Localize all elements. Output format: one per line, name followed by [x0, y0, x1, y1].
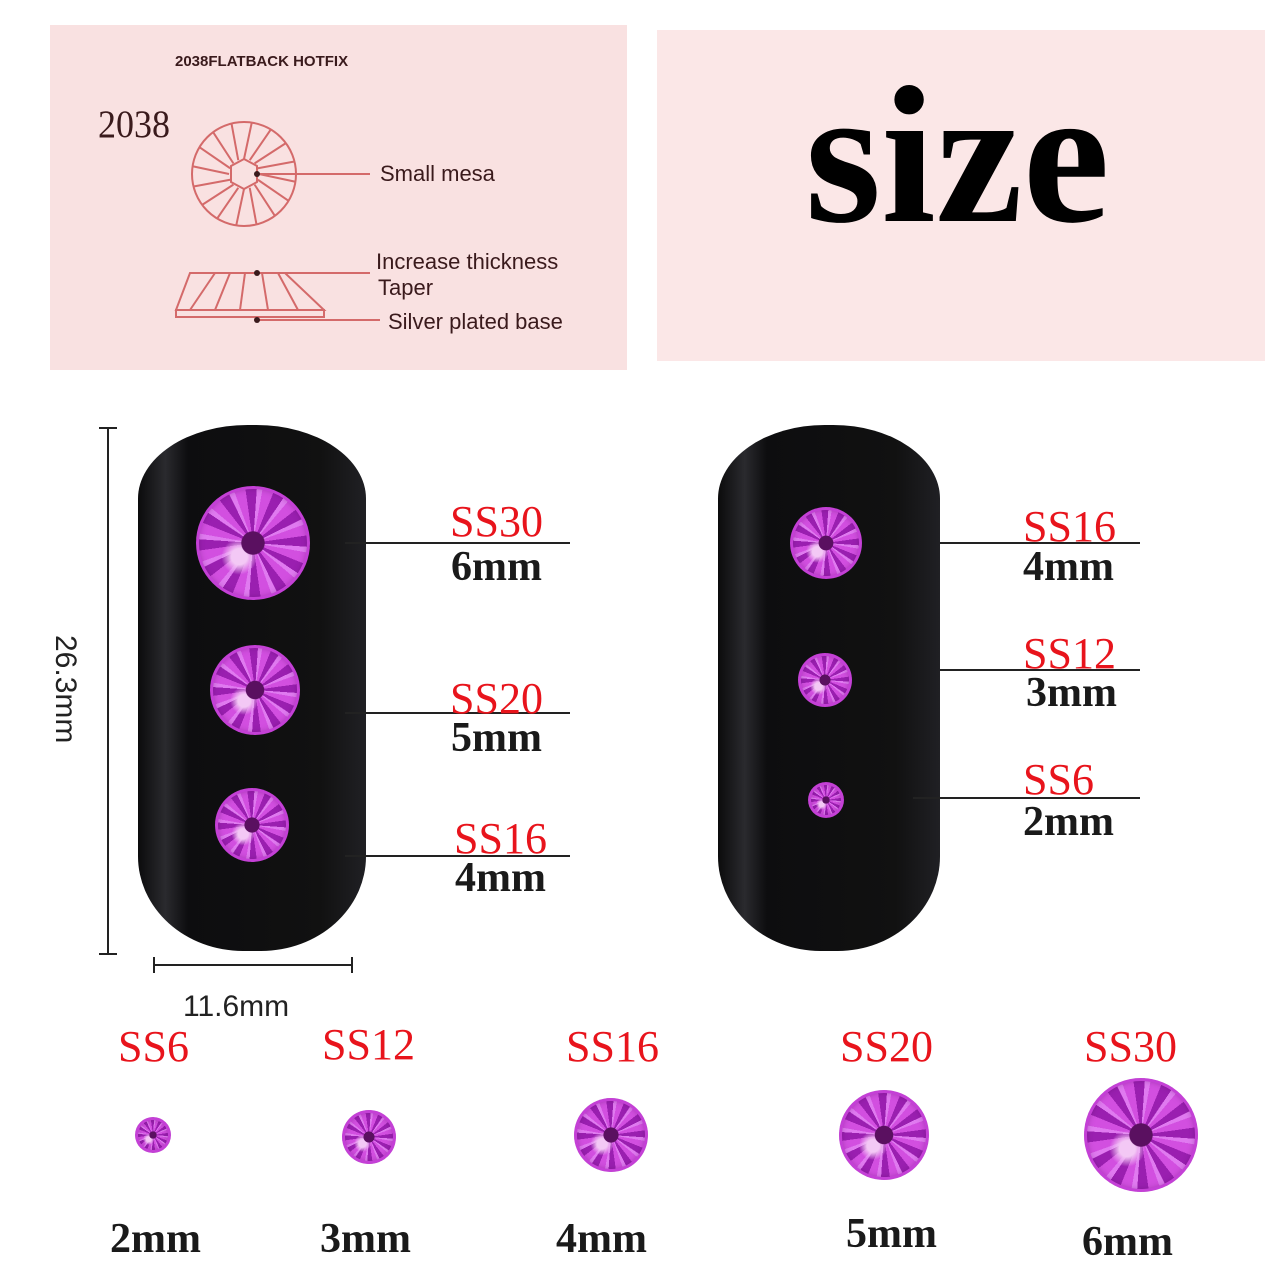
- facet-line: [253, 184, 276, 217]
- row-size-3mm: 3mm: [320, 1216, 411, 1262]
- dimension-tick: [351, 957, 353, 973]
- right-code-1: SS16: [1023, 502, 1116, 551]
- right-code-2: SS12: [1023, 629, 1116, 678]
- structure-diagram-panel: 2038FLATBACK HOTFIX 2038 Small mesa Incr…: [50, 25, 627, 370]
- rhinestone-4mm: [574, 1098, 648, 1172]
- facet-line: [235, 188, 245, 226]
- rhinestone-ss30: [196, 486, 310, 600]
- heading-size: size: [805, 47, 1110, 264]
- label-small-mesa: Small mesa: [380, 161, 495, 186]
- rhinestone-ss20: [210, 645, 300, 735]
- right-size-1: 4mm: [1023, 544, 1114, 590]
- height-dimension-line: [107, 427, 109, 955]
- facet-line: [230, 123, 240, 161]
- facet-line: [258, 173, 296, 183]
- facet-line: [257, 160, 295, 170]
- facet-line: [248, 128, 272, 161]
- leader-line: [940, 669, 1140, 671]
- left-size-2: 5mm: [451, 715, 542, 761]
- row-size-4mm: 4mm: [556, 1216, 647, 1262]
- height-label: 26.3mm: [49, 635, 82, 744]
- leader-line: [345, 855, 570, 857]
- facet-line: [201, 183, 234, 206]
- facet-line: [216, 187, 240, 220]
- model-number: 2038: [98, 102, 170, 146]
- row-code-ss30: SS30: [1084, 1022, 1177, 1071]
- left-code-1: SS30: [450, 497, 543, 546]
- dimension-tick: [99, 953, 117, 955]
- right-size-3: 2mm: [1023, 799, 1114, 845]
- rhinestone-ss16: [215, 788, 289, 862]
- dimension-tick: [99, 427, 117, 429]
- leader-line: [940, 542, 1140, 544]
- label-silver-plated-base: Silver plated base: [388, 309, 563, 334]
- facet-line: [193, 178, 231, 188]
- facet-line: [248, 187, 258, 225]
- row-code-ss12: SS12: [322, 1020, 415, 1069]
- heading-panel: size: [657, 30, 1265, 361]
- left-code-2: SS20: [450, 674, 543, 723]
- rhinestone-3mm: [342, 1110, 396, 1164]
- left-size-1: 6mm: [451, 544, 542, 590]
- rhinestone-6mm: [1084, 1078, 1198, 1192]
- row-size-5mm: 5mm: [846, 1211, 937, 1257]
- row-code-ss6: SS6: [118, 1022, 189, 1071]
- width-label: 11.6mm: [183, 990, 290, 1023]
- row-size-2mm: 2mm: [110, 1216, 201, 1262]
- rhinestone-ss16: [790, 507, 862, 579]
- left-code-3: SS16: [454, 814, 547, 863]
- row-code-ss16: SS16: [566, 1022, 659, 1071]
- rhinestone-2mm: [135, 1117, 171, 1153]
- dimension-tick: [153, 957, 155, 973]
- left-size-3: 4mm: [455, 855, 546, 901]
- facet-line: [254, 142, 287, 165]
- diagram-subtitle: 2038FLATBACK HOTFIX: [175, 53, 349, 70]
- rhinestone-diagram: [174, 121, 380, 323]
- rhinestone-5mm: [839, 1090, 929, 1180]
- label-increase-thickness: Increase thickness: [376, 249, 559, 274]
- leader-line: [345, 712, 570, 714]
- leader-line: [345, 542, 570, 544]
- leader-line: [913, 797, 1140, 799]
- right-code-3: SS6: [1023, 755, 1094, 804]
- rhinestone-ss6: [808, 782, 844, 818]
- facet-line: [198, 146, 231, 170]
- row-code-ss20: SS20: [840, 1022, 933, 1071]
- row-size-6mm: 6mm: [1082, 1219, 1173, 1265]
- right-size-2: 3mm: [1026, 670, 1117, 716]
- facet-line: [243, 122, 253, 160]
- label-taper: Taper: [378, 275, 434, 300]
- facet-line: [212, 131, 235, 164]
- width-dimension-line: [153, 964, 353, 966]
- facet-line: [192, 165, 230, 175]
- rhinestone-ss12: [798, 653, 852, 707]
- facet-line: [257, 178, 290, 202]
